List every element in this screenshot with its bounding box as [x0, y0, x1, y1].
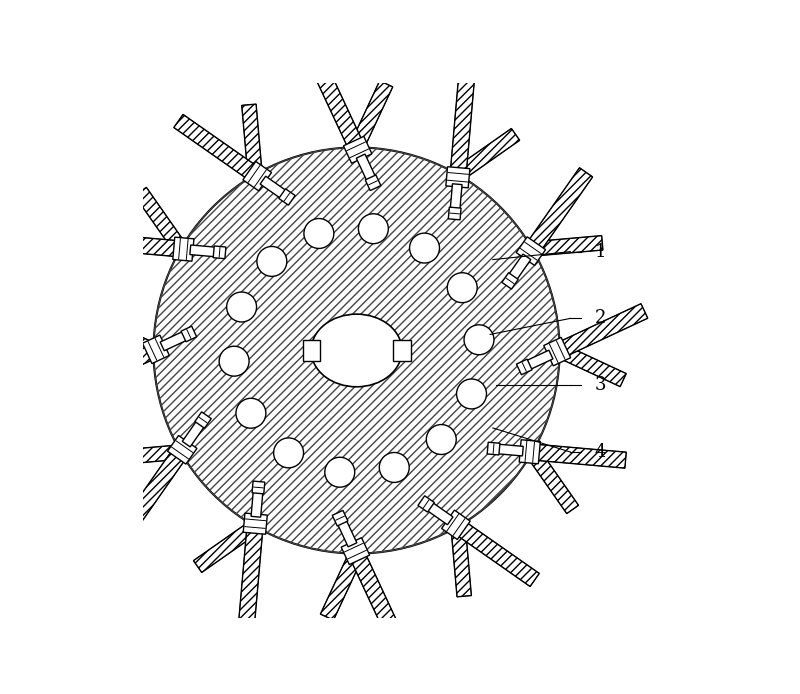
Polygon shape: [341, 538, 370, 565]
Polygon shape: [519, 440, 540, 464]
Polygon shape: [448, 207, 461, 220]
Polygon shape: [213, 246, 226, 259]
Circle shape: [154, 147, 560, 554]
Polygon shape: [450, 184, 462, 214]
Polygon shape: [423, 500, 453, 525]
Polygon shape: [517, 359, 532, 375]
Circle shape: [236, 398, 266, 428]
Polygon shape: [449, 517, 539, 586]
Polygon shape: [242, 104, 262, 173]
Polygon shape: [528, 450, 578, 514]
Polygon shape: [134, 187, 185, 251]
Polygon shape: [522, 168, 593, 258]
Polygon shape: [551, 304, 648, 360]
Polygon shape: [243, 162, 271, 191]
Polygon shape: [450, 81, 474, 180]
Polygon shape: [534, 236, 603, 256]
Polygon shape: [174, 115, 264, 184]
Text: 3: 3: [594, 376, 606, 394]
Ellipse shape: [311, 314, 402, 387]
Polygon shape: [320, 553, 362, 620]
Polygon shape: [142, 335, 170, 364]
Text: 1: 1: [594, 243, 606, 261]
Polygon shape: [252, 481, 265, 494]
Polygon shape: [347, 545, 403, 642]
Circle shape: [304, 219, 334, 248]
Polygon shape: [451, 528, 471, 597]
Polygon shape: [332, 510, 348, 526]
Polygon shape: [173, 237, 194, 261]
Polygon shape: [559, 345, 626, 387]
Circle shape: [426, 425, 456, 455]
Circle shape: [325, 457, 354, 487]
Bar: [302, 340, 320, 361]
Polygon shape: [87, 232, 186, 257]
Polygon shape: [194, 522, 257, 573]
Circle shape: [274, 438, 303, 468]
Polygon shape: [195, 412, 211, 428]
Circle shape: [457, 379, 486, 409]
Polygon shape: [522, 350, 553, 371]
Text: 4: 4: [594, 443, 606, 461]
Circle shape: [379, 452, 410, 482]
Polygon shape: [121, 443, 190, 533]
Polygon shape: [502, 273, 518, 289]
Polygon shape: [526, 443, 626, 468]
Polygon shape: [418, 496, 434, 512]
Polygon shape: [442, 510, 470, 539]
Circle shape: [219, 346, 249, 376]
Circle shape: [358, 214, 388, 244]
Bar: [394, 340, 410, 361]
Polygon shape: [160, 330, 191, 350]
Polygon shape: [239, 520, 263, 620]
Polygon shape: [190, 245, 220, 257]
Polygon shape: [336, 516, 357, 547]
Polygon shape: [251, 487, 263, 517]
Circle shape: [464, 325, 494, 355]
Circle shape: [257, 246, 287, 276]
Polygon shape: [356, 154, 378, 185]
Circle shape: [226, 292, 257, 322]
Polygon shape: [167, 436, 197, 464]
Polygon shape: [110, 445, 178, 465]
Polygon shape: [544, 337, 570, 366]
Polygon shape: [87, 314, 154, 356]
Polygon shape: [351, 81, 393, 148]
Polygon shape: [181, 326, 197, 342]
Polygon shape: [278, 189, 295, 205]
Polygon shape: [310, 59, 366, 155]
Polygon shape: [260, 176, 290, 201]
Polygon shape: [487, 442, 500, 455]
Polygon shape: [493, 443, 523, 456]
Polygon shape: [446, 167, 470, 188]
Polygon shape: [516, 237, 546, 265]
Polygon shape: [66, 341, 162, 397]
Circle shape: [410, 233, 439, 263]
Polygon shape: [506, 254, 531, 284]
Polygon shape: [456, 128, 520, 179]
Polygon shape: [182, 417, 207, 447]
Text: 2: 2: [594, 310, 606, 328]
Polygon shape: [366, 175, 381, 191]
Polygon shape: [343, 136, 372, 163]
Polygon shape: [243, 513, 267, 534]
Circle shape: [447, 273, 477, 303]
